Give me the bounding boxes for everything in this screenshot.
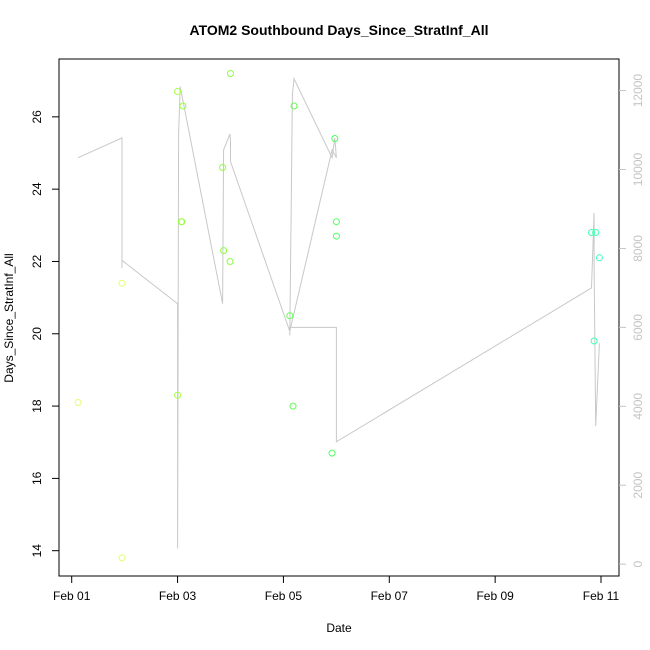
y-tick-label: 20 — [30, 327, 44, 341]
data-point — [174, 88, 182, 95]
data-point — [219, 164, 227, 171]
data-point — [332, 218, 340, 226]
right-y-tick-label: 0 — [631, 561, 645, 568]
plot-frame — [58, 58, 620, 577]
series-line — [77, 76, 600, 549]
data-point — [592, 229, 600, 236]
data-point — [328, 449, 336, 457]
data-point — [289, 402, 297, 410]
right-y-tick-label: 8000 — [631, 235, 645, 262]
right-y-tick-label: 10000 — [631, 152, 645, 186]
data-point — [118, 554, 126, 562]
right-y-tick-label: 6000 — [631, 314, 645, 341]
y-tick-label: 26 — [30, 110, 44, 124]
right-y-tick-label: 4000 — [631, 393, 645, 420]
x-tick-label: Feb 05 — [265, 589, 303, 603]
x-tick-label: Feb 11 — [583, 589, 620, 603]
data-point — [290, 102, 298, 110]
chart-title: ATOM2 Southbound Days_Since_StratInf_All — [190, 22, 489, 38]
data-point — [226, 258, 234, 265]
y-tick-label: 24 — [30, 182, 44, 196]
y-axis-label: Days_Since_StratInf_All — [2, 253, 16, 382]
y-tick-label: 16 — [30, 471, 44, 485]
y-tick-label: 14 — [30, 544, 44, 558]
data-point — [174, 391, 182, 399]
x-tick-label: Feb 03 — [159, 589, 197, 603]
x-tick-label: Feb 01 — [53, 589, 91, 603]
data-point — [74, 399, 82, 406]
data-point — [227, 70, 234, 77]
data-point — [590, 337, 598, 345]
right-y-tick-label: 12000 — [631, 74, 645, 108]
x-axis-label: Date — [326, 621, 352, 635]
data-point — [179, 102, 187, 110]
y-tick-label: 18 — [30, 399, 44, 413]
y-tick-label: 22 — [30, 254, 44, 268]
x-tick-label: Feb 07 — [371, 589, 409, 603]
data-point — [178, 218, 186, 226]
right-y-axis: 0 2000 4000 6000 8000 10000 12000 — [619, 74, 645, 568]
data-point — [286, 312, 294, 320]
data-point — [118, 279, 126, 287]
data-point — [331, 135, 339, 142]
data-point — [332, 232, 340, 240]
right-y-tick-label: 2000 — [631, 472, 645, 499]
x-tick-label: Feb 09 — [476, 589, 514, 603]
data-point — [588, 229, 595, 236]
data-point — [220, 247, 228, 255]
data-point — [595, 254, 603, 262]
y-axis: 14 16 18 20 22 24 26 — [30, 110, 59, 558]
x-axis: Feb 01 Feb 03 Feb 05 Feb 07 Feb 09 Feb 11 — [53, 576, 620, 603]
series-layer — [74, 70, 603, 562]
